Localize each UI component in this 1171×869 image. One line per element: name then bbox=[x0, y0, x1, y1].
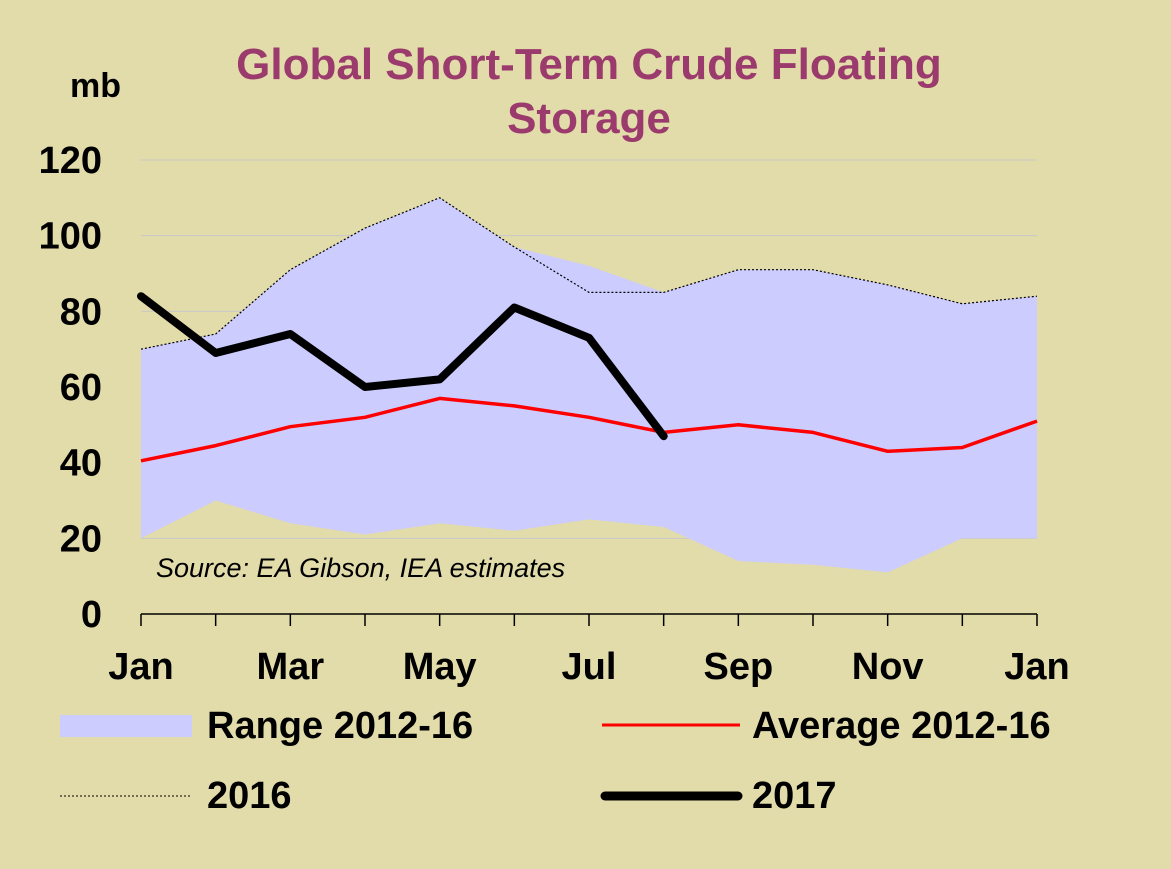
x-tick-label-8: Sep bbox=[703, 646, 773, 688]
x-tick-label-12: Jan bbox=[1004, 646, 1069, 688]
y-tick-label-100: 100 bbox=[39, 216, 102, 258]
axes-layer bbox=[140, 613, 1038, 626]
legend-swatch-range bbox=[60, 715, 192, 737]
x-tick-labels: Jan Mar May Jul Sep Nov Jan bbox=[108, 646, 1069, 688]
y-tick-label-80: 80 bbox=[60, 291, 102, 333]
legend: Range 2012-16 Average 2012-16 2016 2017 bbox=[60, 705, 1051, 817]
y-tick-label-120: 120 bbox=[39, 140, 102, 182]
chart-title-line-1: Global Short-Term Crude Floating bbox=[236, 40, 942, 89]
x-tick-label-6: Jul bbox=[562, 646, 617, 688]
legend-label-range: Range 2012-16 bbox=[207, 705, 473, 747]
range-band-layer bbox=[141, 197, 1037, 573]
x-tick-label-2: Mar bbox=[257, 646, 325, 688]
y-axis-unit-label: mb bbox=[70, 67, 121, 105]
y-tick-label-20: 20 bbox=[60, 518, 102, 560]
y-tick-label-60: 60 bbox=[60, 367, 102, 409]
series-line-average-2012-16 bbox=[140, 396, 1038, 463]
x-tick-label-4: May bbox=[403, 646, 477, 688]
y-tick-labels: 0 20 40 60 80 100 120 bbox=[39, 140, 102, 636]
x-tick-label-0: Jan bbox=[108, 646, 173, 688]
chart-title-line-2: Storage bbox=[507, 94, 671, 143]
range-band-area bbox=[141, 197, 1037, 573]
series-lines-layer bbox=[137, 197, 1038, 463]
series-line-2017 bbox=[137, 292, 668, 441]
legend-label-2016: 2016 bbox=[207, 775, 292, 817]
legend-label-2017: 2017 bbox=[752, 775, 837, 817]
legend-label-average: Average 2012-16 bbox=[752, 705, 1051, 747]
x-tick-label-10: Nov bbox=[852, 646, 924, 688]
y-tick-label-40: 40 bbox=[60, 443, 102, 485]
source-annotation: Source: EA Gibson, IEA estimates bbox=[156, 553, 565, 583]
series-line-2016 bbox=[140, 197, 1038, 350]
y-tick-label-0: 0 bbox=[81, 594, 102, 636]
